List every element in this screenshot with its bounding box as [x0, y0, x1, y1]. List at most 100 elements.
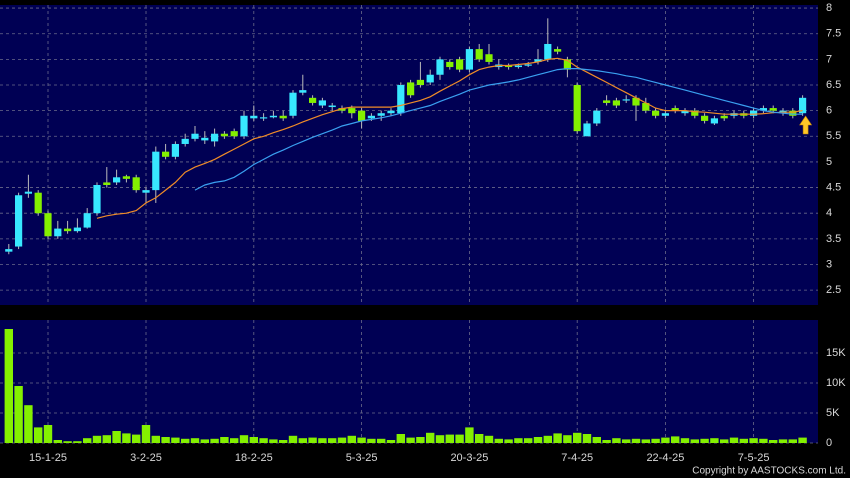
candle-body [769, 108, 777, 111]
volume-bar [396, 434, 405, 443]
candle-body [152, 151, 160, 191]
candle-body [593, 110, 601, 124]
volume-bar [318, 438, 327, 443]
candle-body [15, 195, 23, 247]
candle-body [524, 64, 532, 66]
candle-body [691, 110, 699, 116]
volume-bar [426, 432, 435, 443]
volume-bar [347, 435, 356, 443]
candle-body [318, 100, 326, 106]
volume-bar [475, 434, 484, 443]
volume-bar [151, 435, 160, 443]
candle-body [465, 49, 473, 70]
volume-bar [543, 435, 552, 443]
candle-body [24, 191, 32, 194]
volume-bar [514, 438, 523, 443]
candle-body [367, 115, 375, 119]
volume-bar [602, 440, 611, 443]
candle-body [230, 131, 238, 137]
candle-body [573, 85, 581, 132]
candle-body [456, 59, 464, 70]
candle-body [113, 177, 121, 183]
volume-bar [112, 431, 121, 443]
candle-body [789, 110, 797, 116]
candle-body [348, 108, 356, 114]
candle-body [750, 110, 758, 116]
candle-body [93, 185, 101, 214]
candle-body [387, 110, 395, 114]
candle-body [122, 176, 130, 179]
y-tick-label: 8 [826, 2, 832, 14]
candle-body [142, 190, 150, 193]
volume-bar [622, 439, 631, 443]
volume-bar [249, 437, 258, 443]
y-tick-label: 10K [826, 377, 846, 389]
candle-body [671, 108, 679, 111]
y-tick-label: 15K [826, 347, 846, 359]
candle-body [54, 228, 62, 237]
x-tick-label: 5-3-25 [346, 452, 378, 464]
x-tick-label: 22-4-25 [646, 452, 684, 464]
candle-body [250, 115, 258, 119]
candle-body [534, 59, 542, 62]
candle-body [269, 115, 277, 118]
candle-body [563, 59, 571, 70]
candle-body [64, 228, 72, 232]
candle-body [358, 110, 366, 121]
latest-arrow [799, 115, 813, 135]
volume-bar [651, 438, 660, 443]
volume-bar [190, 438, 200, 443]
x-tick-label: 18-2-25 [235, 452, 273, 464]
volume-bar [279, 440, 288, 443]
volume-bar [455, 434, 464, 443]
candle-body [603, 100, 611, 103]
candle-body [661, 113, 669, 116]
volume-bar [533, 437, 543, 443]
volume-bar [563, 435, 572, 443]
x-tick-label: 7-4-25 [561, 452, 593, 464]
volume-bar [34, 427, 43, 443]
volume-bar [288, 435, 298, 443]
volume-bar [357, 437, 366, 443]
candle-body [220, 133, 228, 137]
volume-bar [230, 438, 239, 443]
volume-bar [612, 438, 621, 443]
y-tick-label: 3 [826, 258, 832, 270]
volume-bar [661, 437, 670, 443]
candle-body [505, 65, 513, 68]
x-tick-label: 20-3-25 [450, 452, 488, 464]
volume-bar [181, 438, 190, 443]
volume-bar [239, 435, 249, 443]
copyright: Copyright by AASTOCKS.com Ltd. [692, 466, 846, 477]
x-tick-label: 3-2-25 [130, 452, 162, 464]
volume-bar [445, 434, 454, 443]
volume-bar [92, 435, 102, 443]
volume-bar [759, 438, 768, 443]
y-tick-label: 5K [826, 407, 840, 419]
volume-bar [386, 440, 396, 443]
volume-bar [53, 440, 62, 443]
volume-bar [573, 432, 582, 443]
volume-bar [269, 439, 278, 443]
volume-bar [122, 433, 131, 443]
candle-body [34, 192, 42, 214]
candle-body [759, 108, 767, 111]
volume-bar [631, 438, 641, 443]
candle-body [289, 92, 297, 116]
candle-body [191, 133, 199, 139]
volume-bar [14, 386, 23, 443]
volume-bar [465, 427, 474, 443]
candle-body [73, 227, 81, 232]
volume-bar [720, 439, 729, 443]
y-tick-label: 7.5 [826, 28, 841, 40]
y-tick-label: 7 [826, 53, 832, 65]
candle-body [279, 115, 287, 119]
volume-bar [367, 438, 376, 443]
volume-bar [43, 425, 53, 443]
candle-body [475, 49, 483, 60]
candle-body [338, 108, 346, 111]
volume-bar [641, 439, 650, 443]
candle-body [397, 85, 405, 114]
candle-body [377, 113, 385, 116]
